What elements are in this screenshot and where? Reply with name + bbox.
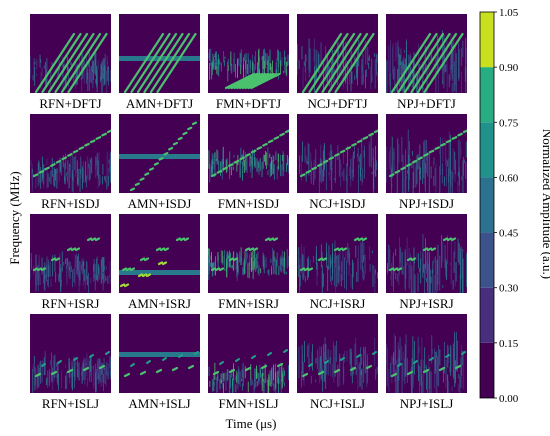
panel-signal (119, 32, 200, 93)
panel-background (119, 114, 200, 193)
panel-signal (208, 349, 289, 393)
colorbar-band (480, 12, 494, 68)
colorbar-band (480, 177, 494, 233)
spectrogram-panel: FMN+ISLJ (208, 314, 289, 411)
colorbar-band (480, 67, 494, 123)
panel-label: NCJ+ISRJ (310, 296, 366, 311)
spectrogram-panel: RFN+ISDJ (30, 114, 111, 211)
panel-signal (386, 129, 467, 193)
panel-signal (119, 121, 200, 192)
panel-signal (386, 30, 467, 93)
panel-signal (297, 32, 378, 93)
panel-label: FMN+ISLJ (218, 396, 278, 411)
spectrogram-panel: RFN+ISRJ (30, 214, 111, 311)
x-axis-label: Time (μs) (226, 416, 277, 431)
panel-label: RFN+ISLJ (42, 396, 99, 411)
spectrogram-panel: FMN+DFTJ (208, 14, 289, 111)
panel-label: RFN+ISDJ (41, 196, 100, 211)
panel-label: NPJ+DFTJ (397, 96, 456, 111)
spectrogram-panel: AMN+ISDJ (119, 114, 200, 211)
spectrogram-grid: RFN+DFTJ AMN+DFTJ FMN+DFTJ NCJ+DFTJ NPJ+DFTJ… (30, 14, 467, 411)
spectrogram-panel: NPJ+ISLJ (386, 314, 467, 411)
panel-label: FMN+DFTJ (216, 96, 281, 111)
colorbar-tick-label: 0.90 (499, 62, 519, 74)
colorbar-frame (479, 11, 495, 399)
colorbar-band (480, 122, 494, 178)
panel-background (297, 214, 378, 293)
panel-signal (298, 337, 378, 392)
colorbar-tick-label: 0.30 (499, 283, 519, 295)
spectrogram-panel: AMN+DFTJ (119, 14, 200, 111)
panel-label: AMN+ISLJ (128, 396, 190, 411)
colorbar-label: Normalized Amplitude (a.u.) (540, 129, 550, 279)
panel-label: NPJ+ISLJ (400, 396, 454, 411)
spectrogram-panel: NCJ+ISRJ (297, 214, 378, 311)
colorbar-tick-label: 0.60 (499, 172, 519, 184)
panel-label: NPJ+ISRJ (399, 296, 453, 311)
spectrogram-panel: NCJ+ISDJ (297, 114, 378, 211)
panel-signal (119, 237, 200, 288)
panel-signal (386, 331, 466, 393)
panel-label: NCJ+ISDJ (309, 196, 365, 211)
colorbar-tick-label: 1.05 (499, 7, 519, 19)
panel-signal (208, 129, 289, 183)
panel-label: AMN+DFTJ (126, 96, 193, 111)
panel-label: FMN+ISRJ (218, 296, 279, 311)
panel-label: NCJ+DFTJ (307, 96, 367, 111)
colorbar-tick-label: 0.75 (499, 117, 519, 129)
spectrogram-panel: RFN+DFTJ (30, 14, 111, 111)
spectrogram-panel: NCJ+ISLJ (297, 314, 378, 411)
panel-label: AMN+ISRJ (128, 296, 191, 311)
spectrogram-panel: FMN+ISDJ (208, 114, 289, 211)
panel-signal (32, 351, 111, 393)
spectrogram-panel: NPJ+ISDJ (386, 114, 467, 211)
panel-background (119, 214, 200, 293)
panel-signal (208, 237, 289, 281)
spectrogram-panel: AMN+ISRJ (119, 214, 200, 311)
spectrogram-panel: NPJ+DFTJ (386, 14, 467, 111)
panel-signal (30, 237, 111, 293)
panel-signal (299, 129, 378, 193)
panel-label: NPJ+ISDJ (399, 196, 454, 211)
panel-label: AMN+ISDJ (128, 196, 192, 211)
colorbar-band (480, 232, 494, 288)
panel-background (30, 314, 111, 393)
panel-label: FMN+ISDJ (218, 196, 280, 211)
panel-label: NCJ+ISLJ (310, 396, 365, 411)
spectrogram-panel: FMN+ISRJ (208, 214, 289, 311)
spectrogram-panel: AMN+ISLJ (119, 314, 200, 411)
y-axis-label: Frequency (MHz) (7, 171, 22, 265)
colorbar-tick-label: 0.15 (499, 338, 519, 350)
colorbar-tick-label: 0.00 (499, 393, 519, 405)
panel-signal (119, 351, 200, 378)
panel-label: RFN+DFTJ (39, 96, 101, 111)
colorbar-band (480, 287, 494, 343)
panel-background (30, 214, 111, 293)
colorbar-band (480, 342, 494, 398)
spectrogram-panel: RFN+ISLJ (30, 314, 111, 411)
spectrogram-panel: NCJ+DFTJ (297, 14, 378, 111)
colorbar-tick-label: 0.45 (499, 228, 519, 240)
panel-signal (298, 237, 378, 293)
panel-label: RFN+ISRJ (42, 296, 100, 311)
panel-signal (30, 32, 111, 93)
panel-signal (208, 48, 289, 90)
colorbar: 0.00 0.15 0.30 0.45 0.60 0.75 0.90 1.05 (479, 7, 519, 405)
panel-signal (387, 234, 467, 293)
panel-signal (30, 129, 111, 193)
spectrogram-panel: NPJ+ISRJ (386, 214, 467, 311)
